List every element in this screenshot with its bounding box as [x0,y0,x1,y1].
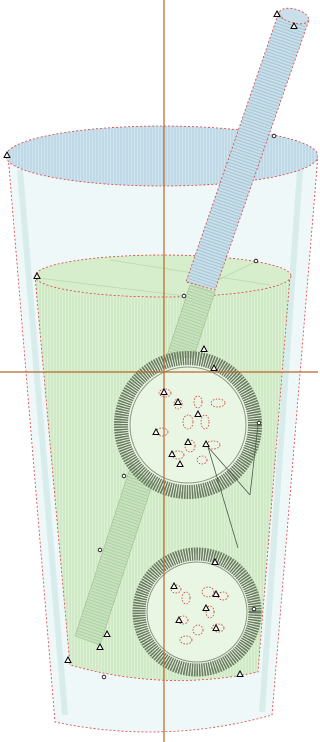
glass-rim [6,126,318,186]
design-canvas [0,0,318,742]
liquid-surface [35,255,291,297]
page: (() => { const data = JSON.parse(documen… [0,0,318,742]
cucumber-slice [139,554,255,670]
cucumber-slice [121,358,255,492]
